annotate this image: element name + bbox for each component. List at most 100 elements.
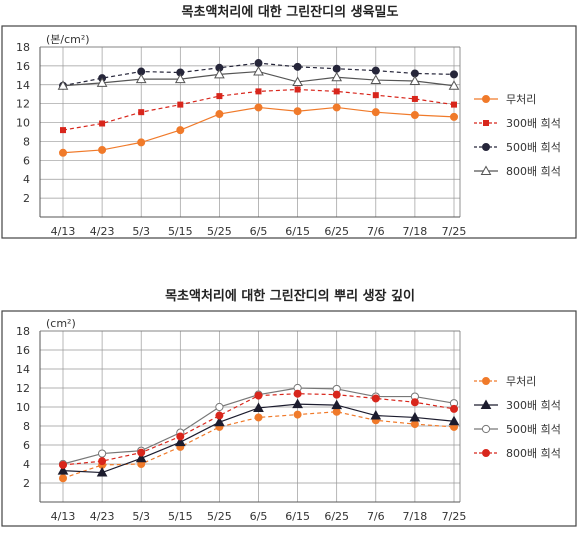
chart2-y-tick-label: 8 — [23, 420, 30, 433]
chart2-series-4-point — [293, 389, 302, 398]
chart1-x-tick-label: 7/18 — [403, 225, 428, 238]
chart2-series-2-point — [96, 467, 108, 477]
chart2-y-tick-label: 2 — [23, 477, 30, 490]
chart1-series-1-point — [449, 112, 458, 121]
chart2-series-1-point — [293, 410, 302, 419]
chart1-legend-label-4: 800배 희석 — [506, 165, 561, 178]
chart2-series-1-point — [410, 420, 419, 429]
chart2-x-tick-label: 5/15 — [168, 510, 193, 523]
chart1-y-axis-label: (본/cm²) — [46, 33, 90, 46]
chart1-series-1-point — [254, 103, 263, 112]
chart2-y-axis-label: (cm²) — [46, 317, 76, 330]
chart2-x-tick-label: 5/25 — [207, 510, 232, 523]
chart2-legend-marker-2 — [480, 399, 492, 409]
chart2-series-1-point — [332, 407, 341, 416]
chart2-series-4-point — [137, 448, 146, 457]
chart2-y-tick-label: 6 — [23, 439, 30, 452]
chart1-series-2-point — [99, 120, 106, 127]
chart2-legend-marker-1 — [481, 376, 490, 385]
chart1-series-3-point — [371, 66, 380, 75]
chart2-y-tick-label: 10 — [16, 401, 30, 414]
chart1-series-4-point — [292, 76, 303, 86]
chart2-legend-marker-4 — [481, 448, 490, 457]
chart2-x-tick-label: 7/18 — [403, 510, 428, 523]
chart2-series-2-point — [253, 402, 264, 412]
chart1-series-3-point — [293, 62, 302, 71]
chart2-x-tick-label: 6/15 — [285, 510, 310, 523]
chart1-y-tick-label: 2 — [23, 192, 30, 205]
chart2-series-2-point — [214, 416, 225, 427]
chart2-legend-label-1: 무처리 — [506, 375, 536, 388]
chart1-legend-label-3: 500배 희석 — [506, 141, 561, 154]
chart1-series-4-point — [135, 73, 147, 84]
chart1-series-1-point — [332, 103, 341, 112]
chart2-series-4-point — [332, 390, 341, 399]
chart2-y-tick-label: 4 — [23, 458, 30, 471]
chart2-series-2-point — [292, 398, 303, 409]
chart1-x-tick-label: 6/5 — [250, 225, 268, 238]
chart2-x-tick-label: 4/13 — [51, 510, 76, 523]
chart1-y-tick-label: 10 — [16, 117, 30, 130]
chart1-title: 목초액처리에 대한 그린잔디의 생육밀도 — [182, 4, 399, 20]
chart2-series-4-line — [62, 393, 455, 466]
chart2-series-2-point — [370, 410, 382, 420]
chart1-series-1-point — [293, 107, 302, 116]
chart2-series-2-point — [409, 411, 421, 422]
chart2-series-2-point — [331, 399, 343, 410]
chart2-legend-label-2: 300배 희석 — [506, 399, 561, 412]
chart2-y-tick-label: 18 — [16, 325, 30, 338]
chart1-series-2-point — [216, 93, 223, 100]
chart1-series-4-point — [253, 66, 264, 76]
chart2-x-tick-label: 6/25 — [324, 510, 349, 523]
chart2-series-4-point — [371, 394, 380, 403]
chart1-series-4-point — [331, 71, 343, 82]
chart1-series-1-point — [59, 148, 68, 157]
chart1-series-1-point — [371, 108, 380, 117]
chart1-series-4-point — [409, 75, 421, 85]
chart2-legend-label-3: 500배 희석 — [506, 423, 561, 436]
chart1-y-tick-label: 18 — [16, 41, 30, 54]
chart1-series-2-point — [451, 101, 457, 108]
chart2-series-4-point — [98, 457, 107, 466]
chart2-title: 목초액처리에 대한 그린잔디의 뿌리 생장 깊이 — [165, 288, 415, 304]
chart2-x-tick-label: 7/25 — [442, 510, 467, 523]
chart2-x-tick-label: 6/5 — [250, 510, 268, 523]
chart1-series-4-point — [57, 80, 69, 90]
chart1-legend-marker-4 — [480, 165, 492, 175]
chart1-series-2-point — [255, 88, 262, 95]
chart1-series-2-point — [60, 127, 66, 134]
chart1-x-tick-label: 7/25 — [442, 225, 467, 238]
chart1-series-1-point — [215, 110, 224, 119]
chart1-legend-label-2: 300배 희석 — [506, 117, 561, 130]
chart2-series-4-point — [254, 391, 263, 400]
chart1-legend-marker-3 — [481, 142, 490, 151]
chart2-series-1-line — [62, 411, 455, 479]
chart2-frame — [1, 310, 577, 527]
chart1-x-tick-label: 5/25 — [207, 225, 232, 238]
chart1-series-2-point — [177, 101, 184, 108]
chart1-x-tick-label: 6/25 — [324, 225, 349, 238]
chart1-legend-marker-1 — [481, 95, 490, 104]
chart1-series-4-point — [174, 73, 186, 84]
chart1-x-tick-label: 6/15 — [285, 225, 310, 238]
chart1-y-tick-label: 14 — [16, 79, 30, 92]
chart1-legend-marker-2 — [483, 120, 489, 126]
chart2-y-tick-label: 14 — [16, 363, 30, 376]
chart1-y-tick-label: 8 — [23, 135, 30, 148]
chart1-series-1-point — [137, 138, 146, 147]
chart1-series-2-point — [372, 92, 379, 99]
chart1-x-tick-label: 4/23 — [90, 225, 115, 238]
chart1-y-tick-label: 6 — [23, 154, 30, 167]
chart1-series-4-point — [370, 74, 382, 85]
chart2-series-4-point — [59, 460, 68, 469]
chart1-y-tick-label: 12 — [16, 98, 30, 111]
chart2-series-4-point — [215, 411, 224, 420]
chart1-y-tick-label: 16 — [16, 60, 30, 73]
chart1-y-tick-label: 4 — [23, 173, 30, 186]
chart1-x-tick-label: 7/6 — [367, 225, 385, 238]
chart2-series-4-point — [449, 404, 458, 413]
chart1-series-1-point — [98, 145, 107, 154]
chart1-series-4-point — [96, 77, 108, 87]
chart2-series-3-point — [215, 402, 224, 412]
